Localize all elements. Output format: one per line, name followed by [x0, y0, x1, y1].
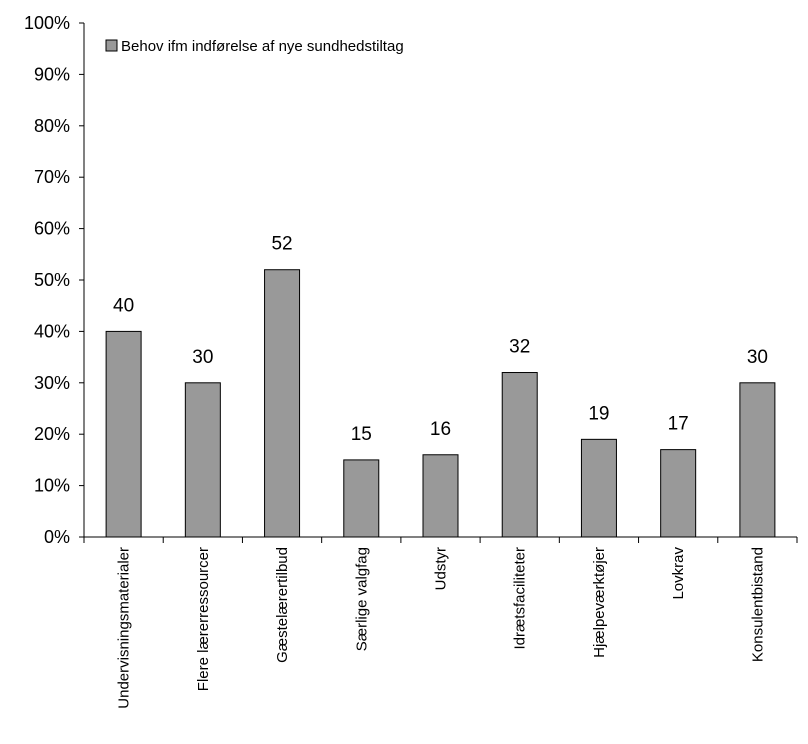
bar-8: [660, 449, 697, 538]
y-tick-label: 70%: [34, 167, 70, 187]
y-tick-label: 60%: [34, 219, 70, 239]
y-tick-label: 10%: [34, 476, 70, 496]
bars: 40 30 52 15 16 32 19 17 30: [105, 234, 776, 538]
x-category-label: Undervisningsmaterialer: [116, 547, 133, 709]
x-category-label: Konsulentbistand: [749, 547, 766, 662]
x-category-label: Lovkrav: [670, 547, 687, 600]
x-axis: Undervisningsmaterialer Flere lærerressou…: [83, 536, 798, 709]
legend-swatch: [105, 39, 118, 52]
y-axis: 0% 10% 20% 30% 40% 50% 60% 70% 80% 90% 100%: [24, 13, 85, 547]
data-label: 30: [747, 347, 768, 368]
y-tick-label: 0%: [44, 527, 70, 547]
bar-3: [264, 269, 301, 538]
bar-7: [580, 438, 617, 538]
bar-5: [422, 454, 459, 538]
data-label: 15: [351, 424, 372, 445]
data-label: 30: [192, 347, 213, 368]
bar-4: [343, 459, 380, 538]
y-tick-label: 90%: [34, 64, 70, 84]
y-tick-label: 30%: [34, 373, 70, 393]
x-category-label: Idrætsfaciliteter: [512, 547, 529, 650]
y-tick-label: 100%: [24, 13, 70, 33]
legend-label: Behov ifm indførelse af nye sundhedstilt…: [121, 38, 404, 55]
data-label: 19: [588, 403, 609, 424]
x-category-label: Gæstelærertilbud: [274, 547, 291, 663]
data-label: 32: [509, 337, 530, 358]
x-category-label: Hjælpeværktøjer: [591, 547, 608, 658]
data-label: 17: [668, 414, 689, 435]
data-label: 52: [271, 234, 292, 255]
bar-2: [184, 382, 221, 538]
x-category-label: Udstyr: [433, 547, 450, 590]
bar-1: [105, 330, 142, 538]
x-category-label: Flere lærerressourcer: [195, 547, 212, 691]
data-label: 40: [113, 295, 134, 316]
y-tick-label: 40%: [34, 321, 70, 341]
bar-6: [501, 372, 538, 538]
bar-9: [739, 382, 776, 538]
y-tick-label: 50%: [34, 270, 70, 290]
data-label: 16: [430, 419, 451, 440]
legend: Behov ifm indførelse af nye sundhedstilt…: [105, 38, 404, 55]
y-tick-label: 20%: [34, 424, 70, 444]
x-category-label: Særlige valgfag: [353, 547, 370, 651]
y-tick-label: 80%: [34, 116, 70, 136]
